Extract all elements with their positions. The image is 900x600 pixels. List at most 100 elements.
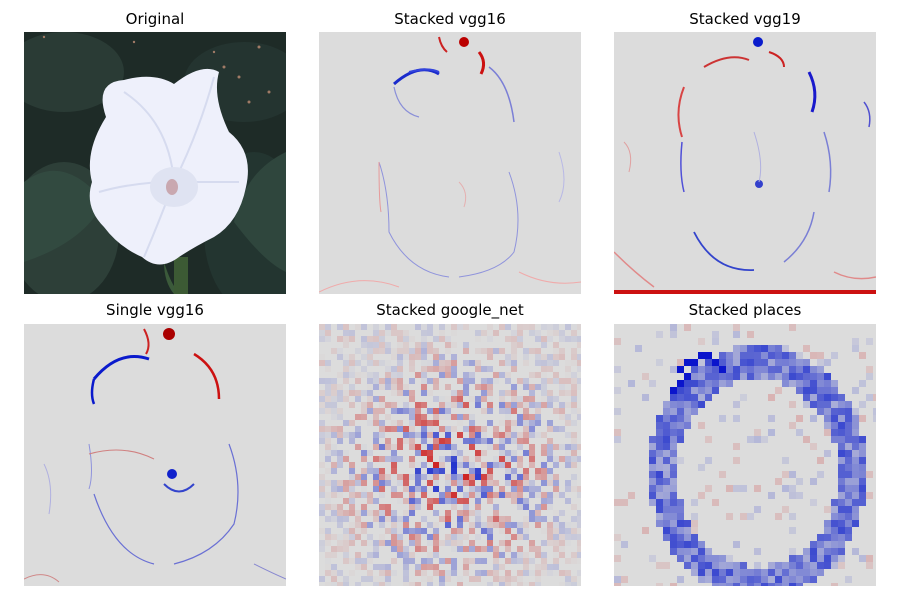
texture-cell — [433, 396, 439, 402]
texture-cell — [355, 360, 361, 366]
texture-cell — [415, 582, 421, 586]
texture-cell — [355, 390, 361, 396]
texture-cell — [541, 498, 547, 504]
texture-cell — [824, 401, 831, 408]
texture-cell — [451, 570, 457, 576]
texture-cell — [493, 558, 499, 564]
texture-cell — [831, 408, 838, 415]
texture-cell — [670, 548, 677, 555]
texture-cell — [547, 366, 553, 372]
texture-cell — [403, 330, 409, 336]
texture-cell — [379, 336, 385, 342]
texture-cell — [505, 390, 511, 396]
texture-cell — [577, 336, 581, 342]
texture-cell — [663, 513, 670, 520]
texture-cell — [451, 342, 457, 348]
texture-cell — [852, 443, 859, 450]
texture-cell — [451, 564, 457, 570]
texture-cell — [559, 582, 565, 586]
texture-cell — [391, 540, 397, 546]
texture-cell — [810, 352, 817, 359]
texture-cell — [547, 570, 553, 576]
texture-cell — [838, 401, 845, 408]
texture-cell — [391, 516, 397, 522]
texture-cell — [373, 378, 379, 384]
texture-cell — [505, 336, 511, 342]
texture-cell — [656, 359, 663, 366]
texture-cell — [481, 522, 487, 528]
texture-cell — [824, 408, 831, 415]
texture-cell — [754, 366, 761, 373]
texture-cell — [433, 492, 439, 498]
texture-cell — [529, 570, 535, 576]
texture-cell — [571, 336, 577, 342]
texture-cell — [319, 324, 325, 330]
texture-cell — [553, 474, 559, 480]
texture-cell — [796, 492, 803, 499]
texture-cell — [775, 513, 782, 520]
texture-cell — [529, 558, 535, 564]
texture-cell — [469, 372, 475, 378]
texture-cell — [852, 387, 859, 394]
texture-cell — [571, 384, 577, 390]
texture-cell — [656, 429, 663, 436]
texture-cell — [559, 360, 565, 366]
texture-cell — [439, 492, 445, 498]
texture-cell — [319, 492, 325, 498]
texture-cell — [397, 516, 403, 522]
texture-cell — [559, 354, 565, 360]
texture-cell — [852, 436, 859, 443]
texture-cell — [705, 366, 712, 373]
texture-cell — [698, 569, 705, 576]
texture-cell — [852, 499, 859, 506]
texture-cell — [547, 336, 553, 342]
texture-cell — [838, 527, 845, 534]
texture-cell — [445, 522, 451, 528]
texture-cell — [439, 456, 445, 462]
texture-cell — [415, 540, 421, 546]
texture-cell — [577, 516, 581, 522]
texture-cell — [663, 471, 670, 478]
texture-cell — [469, 444, 475, 450]
texture-cell — [670, 429, 677, 436]
texture-cell — [547, 396, 553, 402]
texture-cell — [457, 510, 463, 516]
texture-cell — [367, 522, 373, 528]
texture-cell — [325, 468, 331, 474]
texture-cell — [499, 372, 505, 378]
texture-cell — [481, 348, 487, 354]
texture-cell — [691, 520, 698, 527]
texture-cell — [415, 504, 421, 510]
texture-cell — [433, 540, 439, 546]
texture-cell — [469, 426, 475, 432]
texture-cell — [481, 378, 487, 384]
panel-title-single-vgg16: Single vgg16 — [106, 301, 204, 319]
texture-cell — [397, 522, 403, 528]
texture-cell — [535, 414, 541, 420]
texture-cell — [684, 415, 691, 422]
texture-cell — [343, 534, 349, 540]
texture-cell — [433, 570, 439, 576]
texture-cell — [761, 373, 768, 380]
texture-cell — [469, 528, 475, 534]
texture-cell — [670, 443, 677, 450]
texture-cell — [331, 402, 337, 408]
texture-cell — [571, 330, 577, 336]
texture-cell — [343, 510, 349, 516]
texture-cell — [397, 360, 403, 366]
texture-cell — [451, 462, 457, 468]
texture-cell — [529, 372, 535, 378]
texture-cell — [391, 546, 397, 552]
texture-cell — [463, 426, 469, 432]
texture-cell — [505, 378, 511, 384]
texture-cell — [475, 426, 481, 432]
texture-cell — [541, 468, 547, 474]
texture-cell — [415, 534, 421, 540]
texture-cell — [553, 492, 559, 498]
texture-cell — [403, 486, 409, 492]
texture-cell — [565, 432, 571, 438]
texture-cell — [817, 569, 824, 576]
texture-cell — [367, 576, 373, 582]
texture-cell — [803, 562, 810, 569]
texture-cell — [373, 342, 379, 348]
